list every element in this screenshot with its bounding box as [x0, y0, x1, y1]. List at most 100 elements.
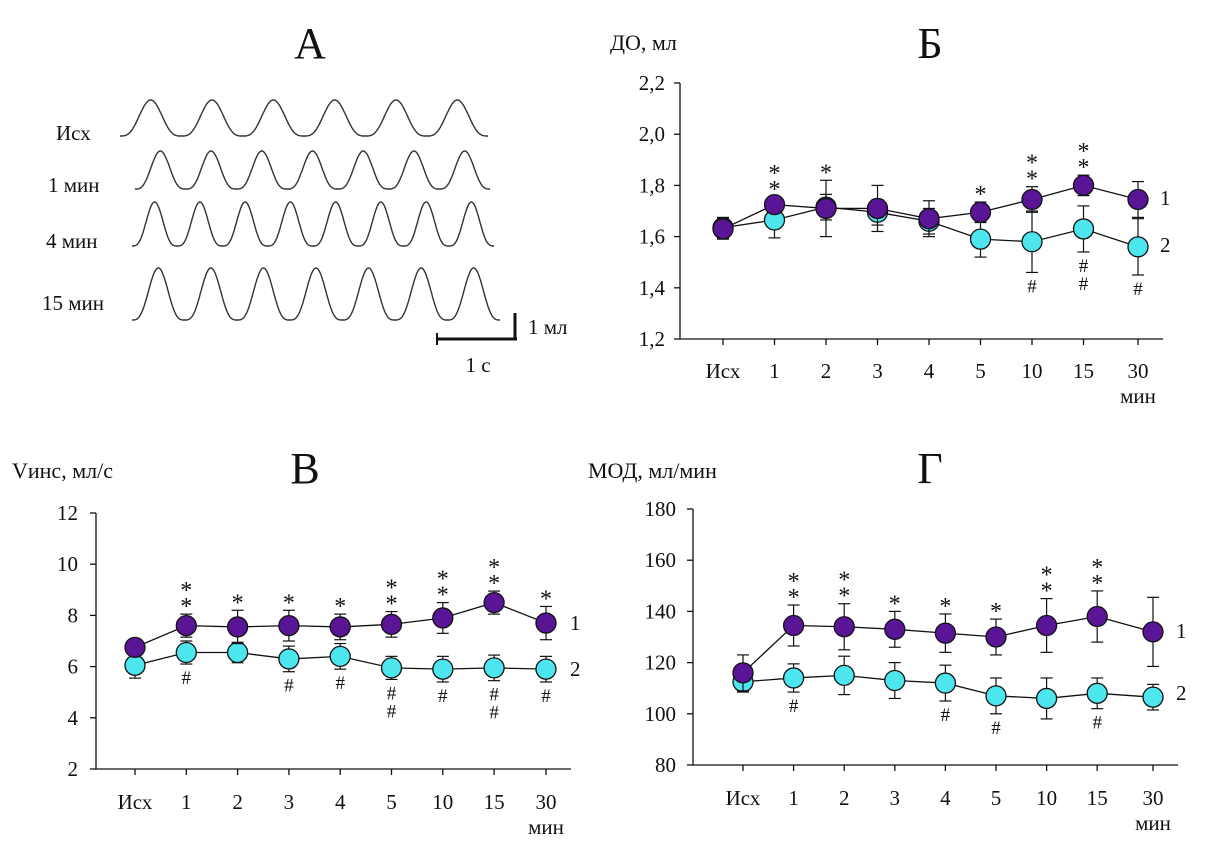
panel-b-significance-mark: * — [820, 160, 832, 186]
panel-g-data-point — [1142, 686, 1164, 708]
trace-label-1min: 1 мин — [48, 173, 100, 197]
panel-v-series-2: # # # ### ### — [124, 640, 557, 724]
panel-b-x-tick-label: 4 — [924, 359, 935, 383]
panel-g-x-tick-label: 3 — [890, 786, 901, 810]
panel-g-data-point — [985, 626, 1007, 648]
panel-g-data-point — [884, 669, 906, 692]
panel-v-significance-mark: # — [541, 686, 551, 707]
panel-v-significance-mark: * — [283, 590, 295, 616]
panel-v-x-tick-label: Исх — [118, 790, 153, 814]
panel-b-y-tick-label: 1,8 — [639, 173, 665, 197]
panel-g-series-label-1: 1 — [1176, 619, 1187, 643]
panel-b-x-unit-label: мин — [1120, 384, 1156, 408]
panel-g-series-1: **** * * ***** — [732, 555, 1164, 692]
panel-v-data-point — [175, 641, 197, 664]
panel-v-x-tick-label: 4 — [335, 790, 346, 814]
panel-b-y-tick-label: 1,6 — [639, 225, 665, 249]
panel-b-significance-mark: # — [1027, 276, 1037, 297]
panel-b-x-tick-label: 2 — [821, 359, 832, 383]
panel-v-y-tick-label: 2 — [68, 757, 79, 781]
panel-v-significance-mark: * — [180, 594, 192, 620]
panel-g-y-tick-label: 160 — [645, 548, 677, 572]
panel-g-data-point — [1035, 687, 1058, 710]
panel-g-significance-mark: # — [991, 718, 1001, 739]
panel-g-data-point — [934, 622, 957, 644]
panel-g-significance-mark: * — [939, 594, 951, 620]
panel-b-y-axis-label: ДО, мл — [610, 30, 677, 55]
panel-v-data-point — [380, 657, 403, 679]
panel-g-data-point — [884, 618, 906, 640]
panel-g-significance-mark: * — [889, 591, 901, 617]
panel-b-data-point — [969, 228, 992, 250]
panel-v-significance-mark: * — [540, 586, 552, 612]
panel-g-significance-mark: * — [788, 585, 800, 611]
panel-v-data-point — [483, 591, 505, 614]
panel-g-data-point — [833, 616, 855, 638]
panel-g-data-point — [934, 672, 957, 694]
panel-b-significance-mark: # — [1133, 279, 1143, 300]
spirogram-trace-2 — [135, 150, 490, 190]
panel-v-significance-mark: * — [386, 576, 398, 602]
trace-label-4min: 4 мин — [46, 229, 98, 253]
scale-bar — [436, 313, 517, 345]
panel-b-significance-mark: # — [1079, 274, 1089, 295]
panel-b-series-label-2: 2 — [1160, 233, 1171, 257]
panel-v-letter: В — [290, 444, 319, 493]
panel-g-data-point — [1086, 605, 1108, 628]
trace-label-15min: 15 мин — [42, 291, 104, 315]
panel-v-series-1: ** * * ******** — [124, 555, 557, 659]
panel-g-significance-mark: * — [1041, 563, 1053, 589]
panel-g-y-tick-label: 80 — [655, 753, 676, 777]
panel-g-y-tick-label: 120 — [645, 651, 677, 675]
panel-v-significance-mark: * — [180, 578, 192, 604]
panel-v-y-tick-label: 4 — [68, 706, 79, 730]
panel-b-significance-mark: * — [769, 177, 781, 203]
panel-b-data-point — [1127, 188, 1149, 211]
panel-g-significance-mark: * — [838, 584, 850, 610]
panel-b-data-point — [1072, 218, 1095, 240]
panel-g-data-point — [732, 662, 754, 684]
panel-g-x-tick-label: 30 — [1143, 786, 1164, 810]
panel-b-x-tick-label: 5 — [975, 359, 986, 383]
panel-b-y-tick-label: 1,2 — [639, 327, 665, 351]
panel-g-y-tick-label: 140 — [645, 599, 677, 623]
panel-v-data-point — [432, 607, 454, 629]
panel-v-x-tick-label: 2 — [232, 790, 243, 814]
panel-v-significance-mark: * — [488, 571, 500, 597]
panel-b-data-point — [1021, 188, 1043, 211]
panel-g-significance-mark: * — [788, 569, 800, 595]
panel-v-y-axis-label: Vинс, мл/с — [12, 458, 113, 483]
panel-g-data-point — [782, 667, 805, 689]
panel-g-significance-mark: # — [1092, 713, 1102, 734]
panel-v-significance-mark: # — [182, 668, 192, 689]
panel-b-x-tick-label: 1 — [769, 359, 780, 383]
panel-b-significance-mark: * — [1078, 155, 1090, 181]
panel-v-significance-mark: # — [438, 686, 448, 707]
panel-b-letter: Б — [917, 19, 942, 68]
panel-g-x-tick-label: 10 — [1036, 786, 1057, 810]
panel-g-significance-mark: # — [941, 705, 951, 726]
panel-g-x-tick-label: 2 — [839, 786, 850, 810]
panel-v-x-tick-label: 30 — [536, 790, 557, 814]
panel-g-data-point — [833, 664, 855, 687]
panel-b-data-point — [866, 197, 889, 220]
panel-g-x-tick-label: 15 — [1087, 786, 1108, 810]
panel-g-minute-ventilation: Г МОД, мл/мин 80 100 120 140 160 180 Исх 1 2 3 4 5 10 1… — [588, 444, 1187, 835]
panel-v-significance-mark: * — [488, 555, 500, 581]
panel-v-data-point — [278, 614, 300, 637]
panel-v-series-label-1: 1 — [570, 611, 581, 635]
panel-v-significance-mark: # — [335, 673, 345, 694]
panel-v-x-tick-label: 10 — [432, 790, 453, 814]
panel-b-x-tick-label: 10 — [1022, 359, 1043, 383]
panel-v-y-tick-label: 6 — [68, 655, 79, 679]
panel-b-x-tick-label: 3 — [872, 359, 883, 383]
panel-v-x-tick-label: 1 — [181, 790, 192, 814]
panel-b-data-point — [1072, 174, 1095, 197]
panel-g-data-point — [1035, 614, 1058, 637]
panel-g-y-axis-label: МОД, мл/мин — [588, 458, 717, 483]
panel-g-x-tick-label: 4 — [940, 786, 951, 810]
panel-g-series-label-2: 2 — [1176, 681, 1187, 705]
panel-b-significance-mark: * — [1078, 139, 1090, 165]
panel-v-data-point — [483, 657, 505, 679]
spirogram-traces — [120, 99, 500, 321]
